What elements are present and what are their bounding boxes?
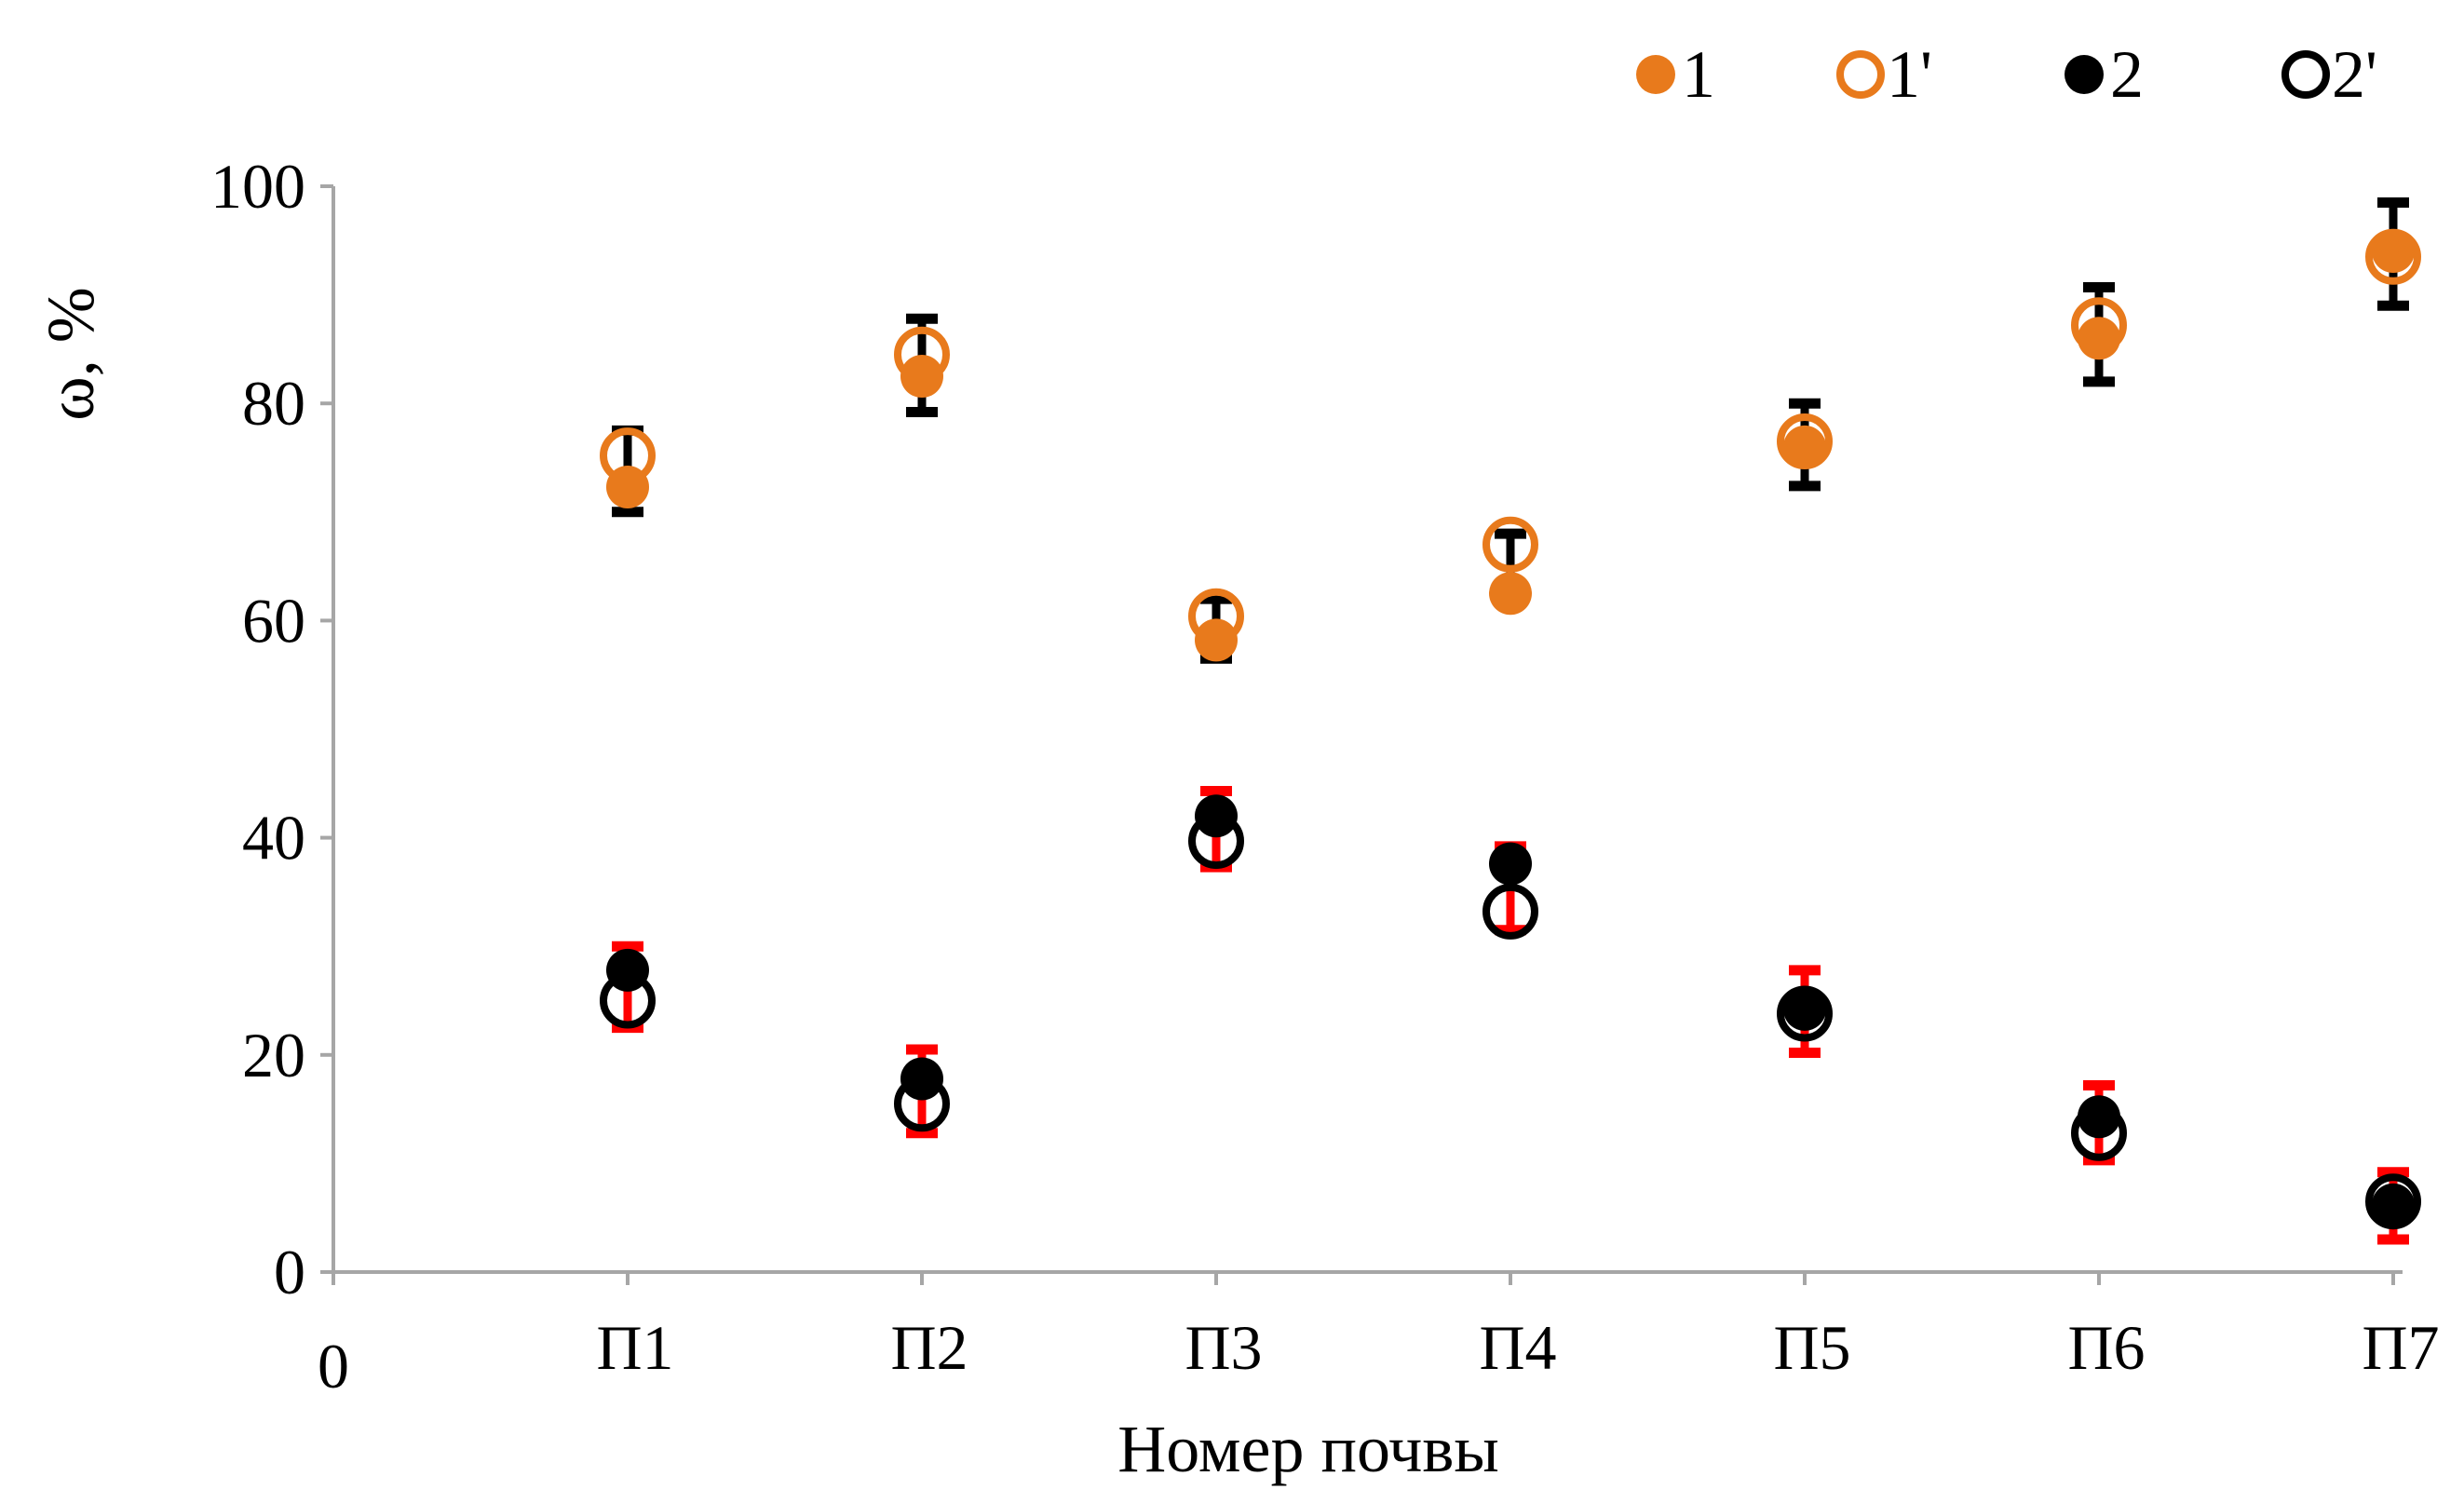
point-series-1 <box>2372 229 2415 273</box>
point-series-1 <box>900 355 943 399</box>
y-tick-label: 60 <box>242 585 305 656</box>
point-series-2 <box>2078 1095 2120 1139</box>
x-axis-label: Номер почвы <box>1117 1412 1498 1486</box>
x-tick-label: П2 <box>890 1312 968 1383</box>
legend-marker <box>2281 50 2330 99</box>
point-series-1 <box>606 465 649 508</box>
y-tick-label: 100 <box>210 151 305 222</box>
legend-label: 1 <box>1682 37 1715 112</box>
point-series-2 <box>1195 794 1238 838</box>
legend-marker <box>1836 50 1885 99</box>
point-series-2 <box>900 1057 943 1101</box>
data-points <box>600 228 2421 1230</box>
legend: 1 1' 2 2' <box>1636 37 2377 112</box>
point-series-1 <box>1783 425 1826 468</box>
legend-label: 1' <box>1887 37 1932 112</box>
y-tick-label: 0 <box>274 1237 305 1307</box>
point-series-2 <box>2372 1183 2415 1226</box>
y-tick-label: 40 <box>242 803 305 873</box>
x-tick-label: П6 <box>2067 1312 2145 1383</box>
point-series-2-prime <box>1482 883 1538 940</box>
axes: 0 20 40 60 80 100 П1 П2 П3 П4 П5 П6 П7 <box>210 151 2440 1383</box>
legend-marker <box>2065 55 2104 94</box>
y-tick-label: 80 <box>242 368 305 439</box>
point-series-2 <box>606 948 649 992</box>
point-series-1 <box>2078 317 2120 360</box>
x-tick-label: П5 <box>1773 1312 1850 1383</box>
x-tick-label: П3 <box>1185 1312 1262 1383</box>
point-series-1 <box>1489 572 1532 616</box>
legend-label: 2' <box>2332 37 2377 112</box>
x-origin-label: 0 <box>318 1331 349 1401</box>
legend-marker <box>1636 55 1675 94</box>
x-tick-label: П7 <box>2362 1312 2439 1383</box>
point-series-1-prime <box>1482 516 1538 573</box>
x-tick-label: П1 <box>596 1312 673 1383</box>
y-axis-label: ω, % <box>34 287 108 420</box>
legend-label: 2 <box>2110 37 2144 112</box>
point-series-2 <box>1489 842 1532 886</box>
y-tick-label: 20 <box>242 1020 305 1090</box>
point-series-1 <box>1195 618 1238 662</box>
x-tick-label: П4 <box>1479 1312 1556 1383</box>
error-bars <box>612 196 2409 1245</box>
point-series-2 <box>1783 987 1826 1031</box>
